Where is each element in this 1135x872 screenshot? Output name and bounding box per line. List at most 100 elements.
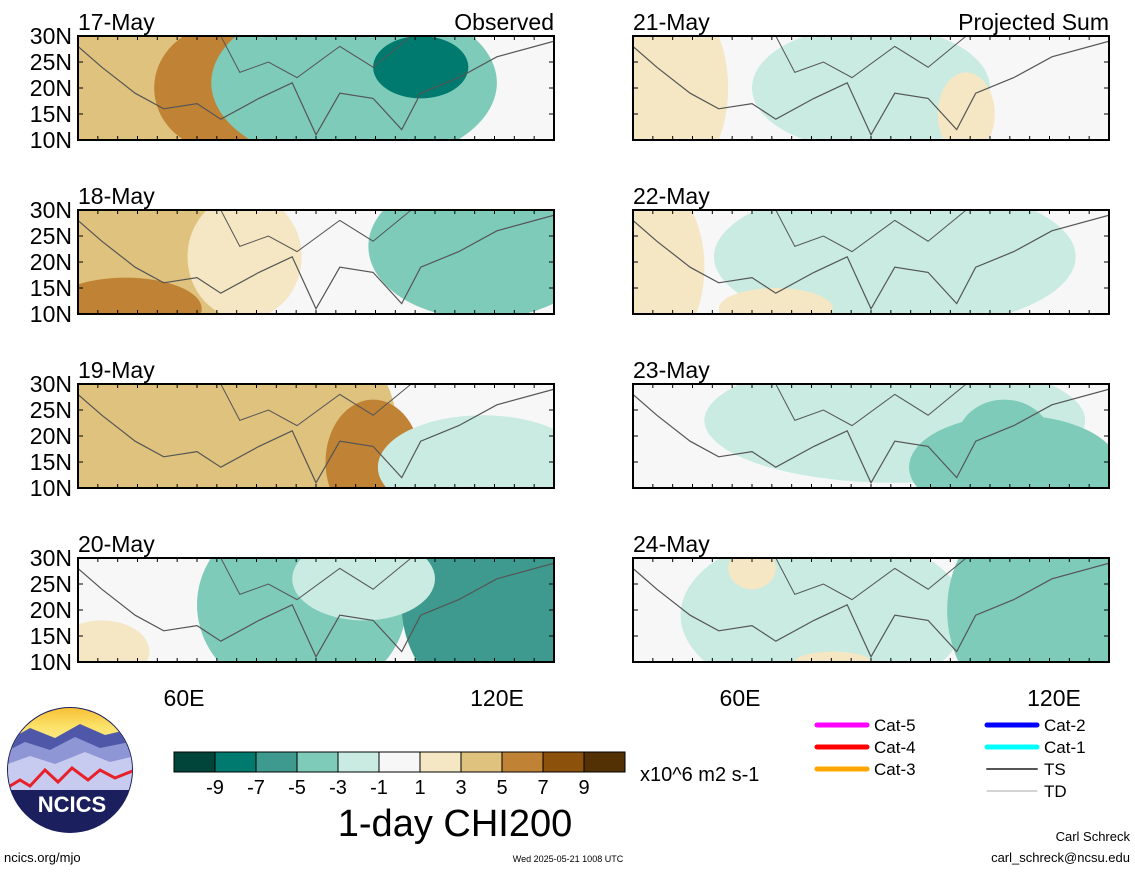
- legend-label: TD: [1044, 782, 1067, 801]
- panel-date: 24-May: [633, 531, 710, 557]
- lat-label: 20N: [30, 249, 72, 275]
- colorbar-swatch: [378, 751, 421, 773]
- colorbar-swatch: [173, 751, 216, 773]
- anomaly-region: [368, 210, 554, 314]
- colorbar-units: x10^6 m2 s-1: [640, 764, 759, 786]
- colorbar-swatch: [255, 751, 298, 773]
- colorbar: -9 -7 -5 -3 -1 1 3 5 7 9: [173, 751, 626, 799]
- colorbar-tick-label: -9: [206, 777, 224, 799]
- lat-label: 10N: [30, 301, 72, 327]
- lat-label: 15N: [30, 449, 72, 475]
- panel-date: 18-May: [78, 183, 155, 209]
- logo-text: NCICS: [38, 792, 106, 817]
- ncics-logo: NCICS: [7, 707, 133, 833]
- map-panel: 24-May: [632, 531, 1110, 663]
- anomaly-region: [633, 36, 729, 140]
- lat-label: 30N: [30, 23, 72, 49]
- panel-date: 17-May: [78, 9, 155, 35]
- coastline: [78, 214, 554, 311]
- lat-label: 30N: [30, 545, 72, 571]
- coastline: [78, 40, 554, 137]
- anomaly-region: [680, 558, 967, 662]
- coastline: [633, 40, 1109, 137]
- lon-label: 120E: [1027, 685, 1081, 711]
- anomaly-region: [78, 277, 202, 314]
- colorbar-swatch: [214, 751, 257, 773]
- lat-label: 30N: [30, 197, 72, 223]
- panel-date: 23-May: [633, 357, 710, 383]
- anomaly-region: [728, 558, 776, 590]
- anomaly-region: [937, 72, 995, 140]
- lon-label: 60E: [164, 685, 205, 711]
- panel-date: 19-May: [78, 357, 155, 383]
- colorbar-swatch: [460, 751, 503, 773]
- footer-email: carl_schreck@ncsu.edu: [991, 850, 1130, 865]
- panel-tag: Projected Sum: [958, 9, 1109, 35]
- panel-date: 21-May: [633, 9, 710, 35]
- lat-label: 20N: [30, 423, 72, 449]
- footer-author: Carl Schreck: [1056, 829, 1131, 844]
- border-line: [220, 36, 412, 79]
- map-panel: 23-May: [632, 357, 1110, 489]
- legend-label: Cat-4: [874, 738, 916, 757]
- anomaly-region: [947, 558, 1109, 662]
- anomaly-region: [373, 36, 469, 99]
- lat-label: 25N: [30, 571, 72, 597]
- border-line: [775, 384, 967, 427]
- colorbar-swatch: [296, 751, 339, 773]
- legend-label: TS: [1044, 760, 1066, 779]
- border-line: [775, 36, 967, 79]
- anomaly-region: [401, 558, 554, 662]
- anomaly-region: [78, 620, 150, 662]
- border-line: [220, 384, 412, 427]
- colorbar-tick-label: 5: [496, 777, 507, 799]
- map-panels: 17-May Observed30N25N20N15N10N18-May30N25…: [30, 9, 1110, 711]
- colorbar-swatch: [542, 751, 585, 773]
- legend-label: Cat-2: [1044, 716, 1086, 735]
- anomaly-region: [794, 651, 871, 662]
- coastline: [78, 562, 554, 659]
- lat-label: 25N: [30, 397, 72, 423]
- lat-label: 30N: [30, 371, 72, 397]
- legend-label: Cat-1: [1044, 738, 1086, 757]
- lat-label: 15N: [30, 275, 72, 301]
- lat-label: 25N: [30, 223, 72, 249]
- colorbar-tick-label: -3: [329, 777, 347, 799]
- coastline: [78, 388, 554, 485]
- panel-date: 20-May: [78, 531, 155, 557]
- lon-label: 60E: [720, 685, 761, 711]
- legend-label: Cat-3: [874, 760, 916, 779]
- colorbar-swatch: [501, 751, 544, 773]
- storm-legend: Cat-5 Cat-4 Cat-3 Cat-2 Cat-1 TS TD: [814, 716, 1086, 801]
- border-line: [220, 210, 412, 253]
- colorbar-swatch: [337, 751, 380, 773]
- lat-label: 10N: [30, 649, 72, 675]
- lat-label: 25N: [30, 49, 72, 75]
- anomaly-region: [377, 415, 554, 488]
- colorbar-swatch: [419, 751, 462, 773]
- border-line: [775, 210, 967, 253]
- colorbar-tick-label: 3: [455, 777, 466, 799]
- panel-tag: Observed: [454, 9, 554, 35]
- coastline: [633, 388, 1109, 485]
- coastline: [633, 562, 1109, 659]
- legend-label: Cat-5: [874, 716, 916, 735]
- colorbar-tick-label: -7: [247, 777, 265, 799]
- colorbar-tick-label: 1: [414, 777, 425, 799]
- anomaly-region: [752, 36, 990, 140]
- lat-label: 10N: [30, 127, 72, 153]
- map-panel: 21-May Projected Sum: [632, 9, 1110, 141]
- lat-label: 15N: [30, 623, 72, 649]
- colorbar-tick-label: -1: [370, 777, 388, 799]
- lat-label: 10N: [30, 475, 72, 501]
- anomaly-region: [909, 415, 1109, 488]
- map-panel: 22-May: [632, 183, 1110, 315]
- lat-label: 20N: [30, 75, 72, 101]
- anomaly-region: [187, 210, 302, 314]
- lon-label: 120E: [470, 685, 524, 711]
